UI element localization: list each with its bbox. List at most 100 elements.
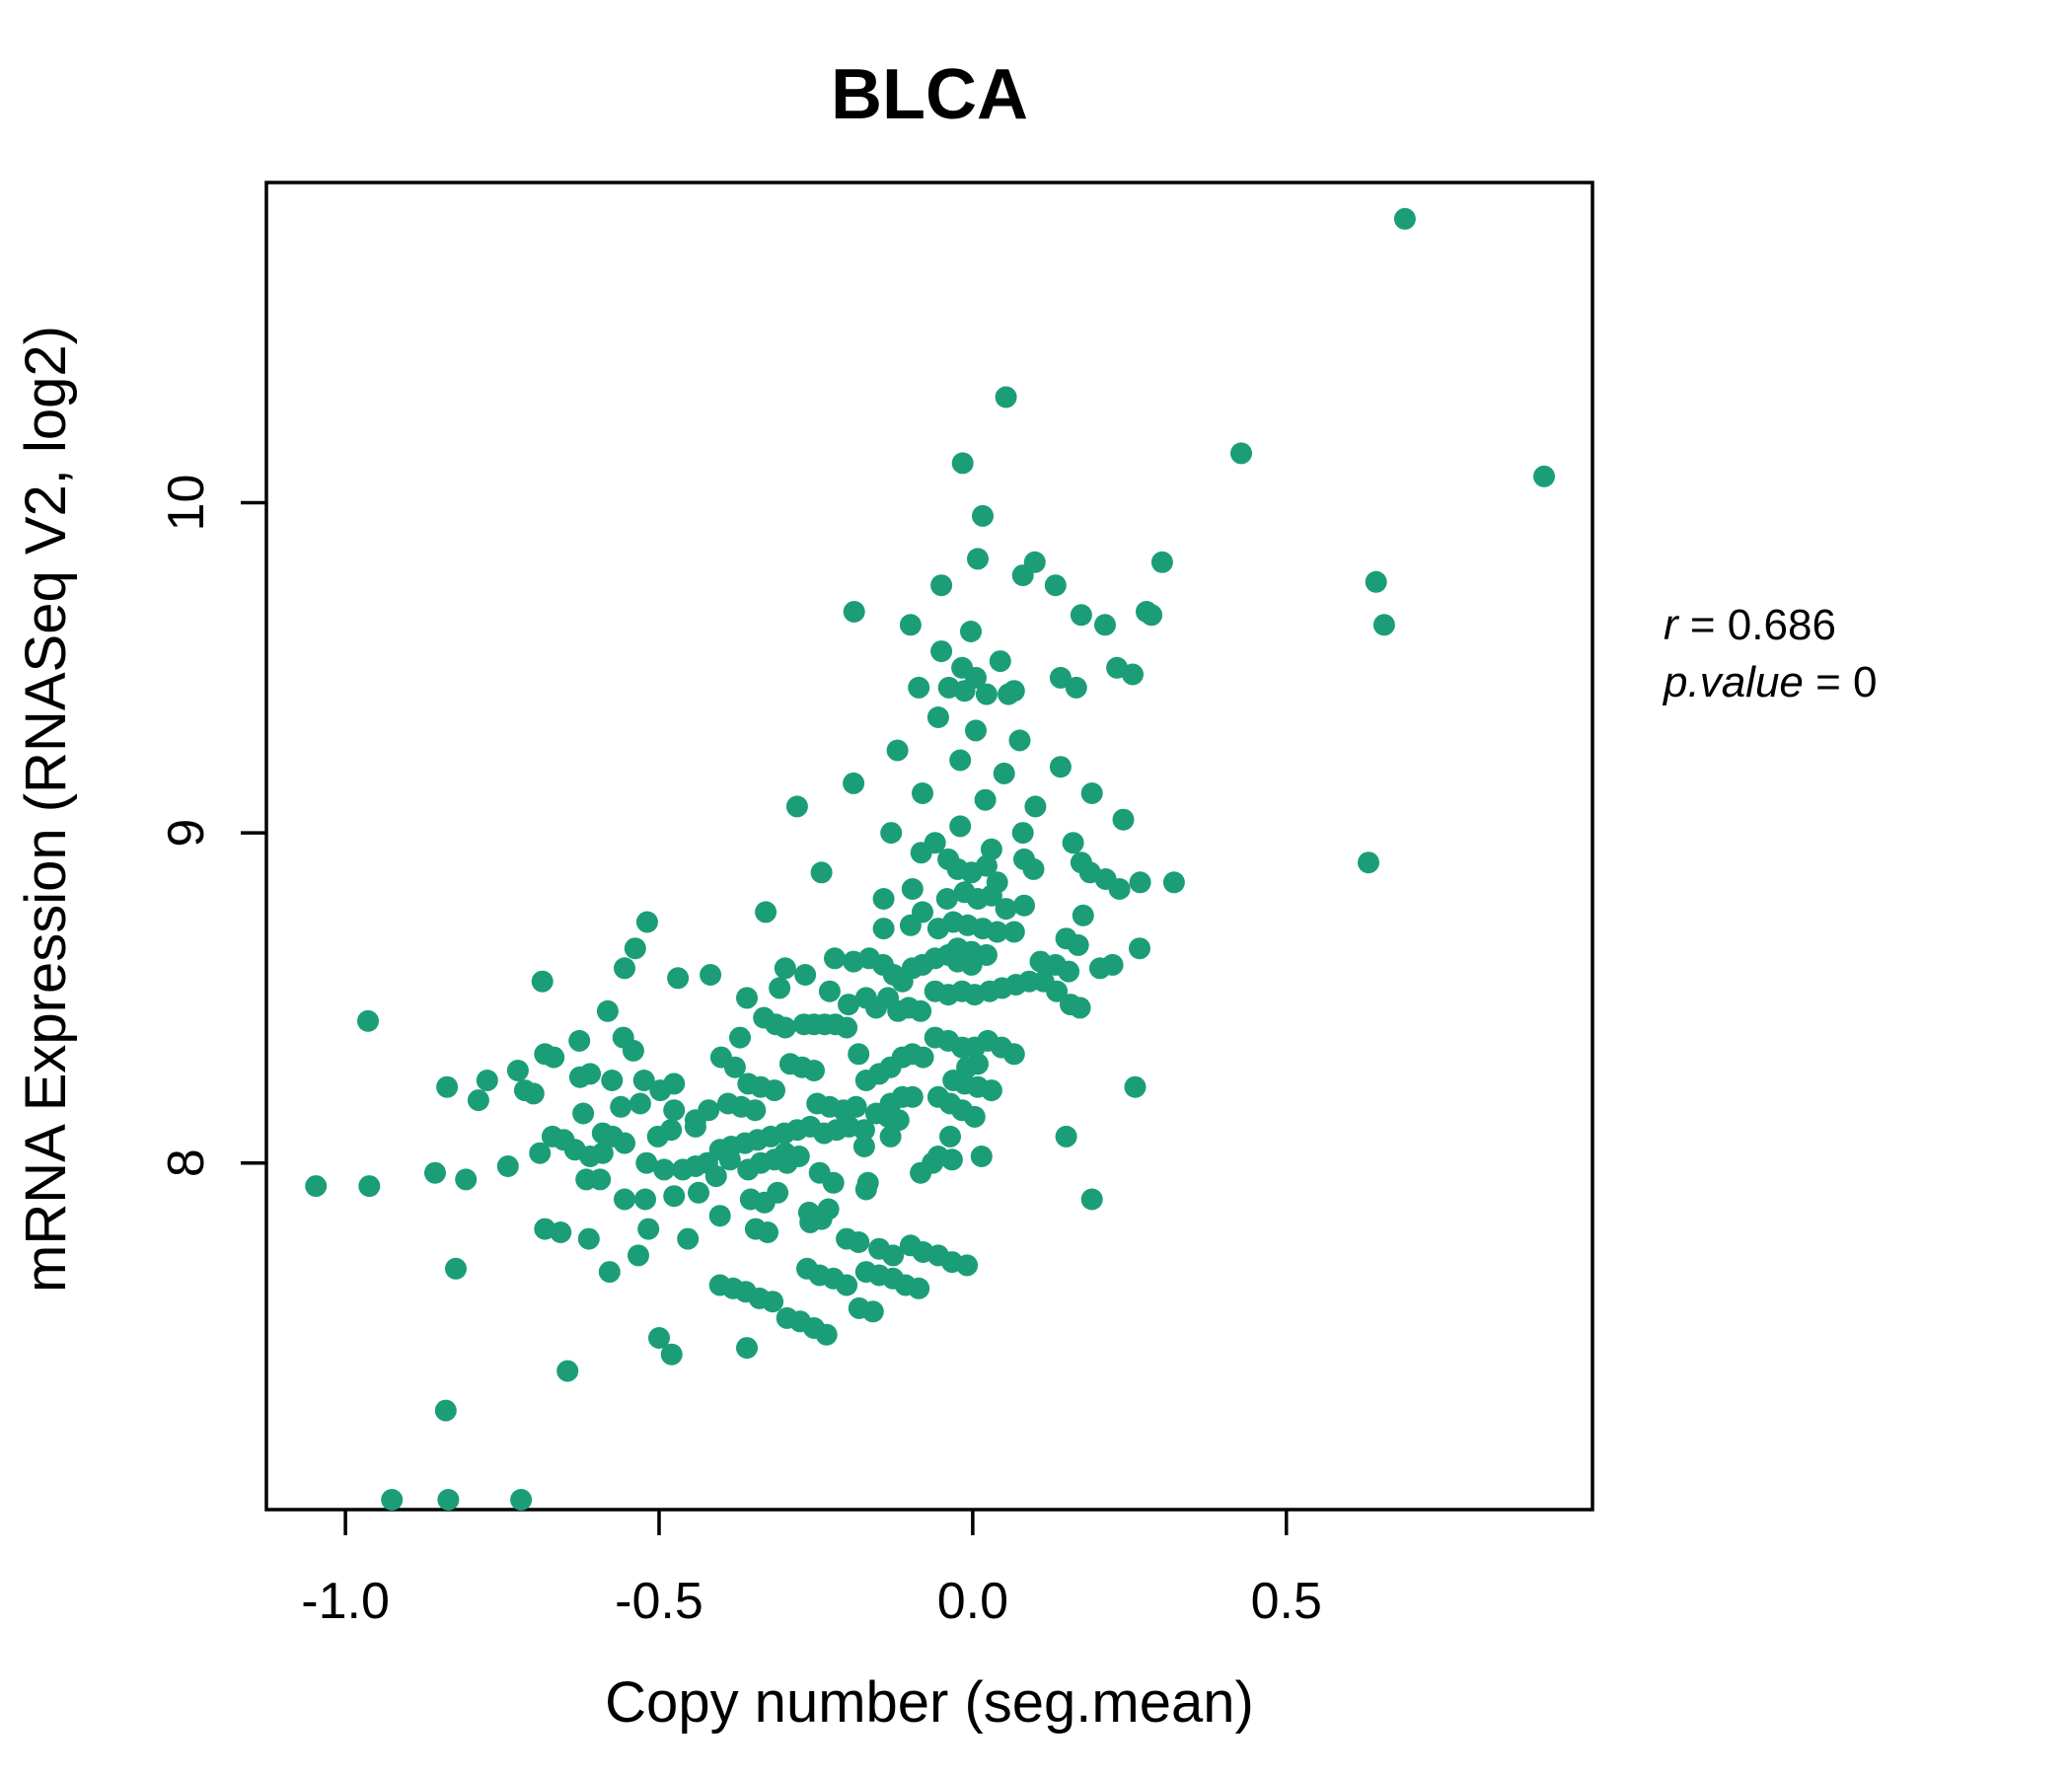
data-point: [663, 1185, 686, 1208]
data-point: [445, 1257, 467, 1280]
data-point: [872, 918, 895, 940]
y-axis-ticks: 8 9 10: [158, 475, 266, 1177]
x-tick-label: 0.5: [1251, 1573, 1322, 1630]
data-point: [522, 1082, 545, 1105]
data-point: [843, 601, 865, 623]
data-point: [975, 683, 998, 705]
data-point: [357, 1009, 379, 1032]
scatter-points: [305, 207, 1555, 1511]
data-point: [1049, 756, 1072, 778]
r-symbol: r: [1664, 601, 1680, 649]
data-point: [624, 937, 646, 960]
x-axis-label: Copy number (seg.mean): [605, 1670, 1254, 1735]
data-point: [1067, 933, 1089, 956]
data-point: [1058, 960, 1080, 983]
data-point: [700, 964, 722, 986]
data-point: [663, 1073, 686, 1095]
p-symbol: p.value: [1662, 658, 1804, 706]
data-point: [531, 970, 554, 993]
data-point: [939, 1125, 961, 1147]
data-point: [1129, 871, 1151, 894]
x-tick-label: 0.0: [937, 1573, 1008, 1630]
data-point: [843, 772, 865, 794]
data-point: [836, 1016, 858, 1039]
data-point: [836, 1274, 858, 1296]
data-point: [1002, 1043, 1025, 1066]
data-point: [1065, 676, 1087, 699]
data-point: [794, 964, 817, 986]
data-point: [995, 898, 1017, 921]
data-point: [632, 1070, 655, 1091]
data-point: [436, 1075, 459, 1098]
data-point: [358, 1175, 381, 1198]
data-point: [901, 1085, 924, 1108]
data-point: [1046, 980, 1069, 1002]
data-point: [736, 987, 758, 1009]
data-point: [757, 1221, 778, 1243]
y-axis-label: mRNA Expression (RNASeq V2, log2): [14, 326, 78, 1293]
data-point: [677, 1227, 700, 1250]
p-value: = 0: [1804, 658, 1878, 706]
data-point: [848, 1231, 870, 1253]
data-point: [579, 1063, 602, 1085]
data-point: [908, 676, 930, 699]
data-point: [614, 957, 635, 980]
data-point: [629, 1092, 651, 1115]
data-point: [767, 1181, 789, 1204]
data-point: [1011, 564, 1034, 587]
data-point: [967, 1053, 989, 1075]
data-point: [899, 914, 922, 936]
r-value: = 0.686: [1678, 601, 1836, 649]
x-tick-label: -0.5: [615, 1573, 703, 1630]
plot-area-border: [264, 181, 1594, 1512]
data-point: [614, 1188, 635, 1211]
data-point: [718, 1148, 741, 1171]
data-point: [684, 1115, 706, 1138]
data-point: [953, 680, 976, 703]
data-point: [437, 1489, 460, 1511]
data-point: [736, 1337, 758, 1360]
data-point: [886, 739, 909, 762]
data-point: [803, 1060, 825, 1081]
x-axis-ticks: -1.0 -0.5 0.0 0.5: [301, 1510, 1322, 1630]
data-point: [995, 386, 1017, 408]
data-point: [854, 1178, 877, 1201]
data-point: [1358, 851, 1379, 874]
data-point: [930, 574, 953, 597]
data-point: [965, 719, 987, 742]
data-point: [1365, 570, 1387, 593]
data-point: [810, 861, 833, 884]
data-point: [543, 1046, 565, 1069]
data-point: [1022, 857, 1045, 880]
data-point: [1013, 894, 1035, 917]
data-point: [1129, 937, 1150, 960]
data-point: [989, 650, 1011, 673]
data-point: [949, 749, 972, 772]
y-tick-label: 10: [158, 475, 215, 532]
data-point: [764, 1079, 785, 1102]
data-point: [887, 1109, 910, 1132]
data-point: [980, 884, 1002, 907]
data-point: [769, 977, 791, 999]
data-point: [872, 888, 895, 910]
data-point: [818, 980, 841, 1002]
data-point: [815, 1323, 838, 1346]
data-point: [737, 1158, 760, 1181]
data-point: [910, 999, 932, 1022]
data-point: [901, 878, 924, 900]
data-point: [381, 1489, 404, 1511]
data-point: [601, 1070, 624, 1091]
data-point: [1372, 614, 1395, 636]
data-point: [872, 953, 894, 976]
y-tick-label: 9: [158, 819, 215, 848]
data-point: [667, 967, 690, 990]
data-point: [550, 1221, 572, 1243]
data-point: [910, 842, 932, 864]
data-point: [696, 1151, 718, 1174]
data-point: [974, 788, 997, 811]
data-point: [1112, 808, 1135, 831]
data-point: [577, 1227, 600, 1250]
data-point: [1162, 871, 1185, 894]
